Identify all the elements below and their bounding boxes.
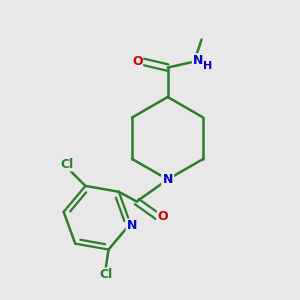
Text: Cl: Cl: [99, 268, 112, 281]
Text: N: N: [193, 54, 203, 67]
Text: O: O: [132, 55, 143, 68]
Text: O: O: [157, 210, 168, 223]
Text: Cl: Cl: [60, 158, 74, 171]
Text: N: N: [163, 173, 173, 186]
Text: N: N: [127, 220, 137, 232]
Text: H: H: [203, 61, 212, 71]
